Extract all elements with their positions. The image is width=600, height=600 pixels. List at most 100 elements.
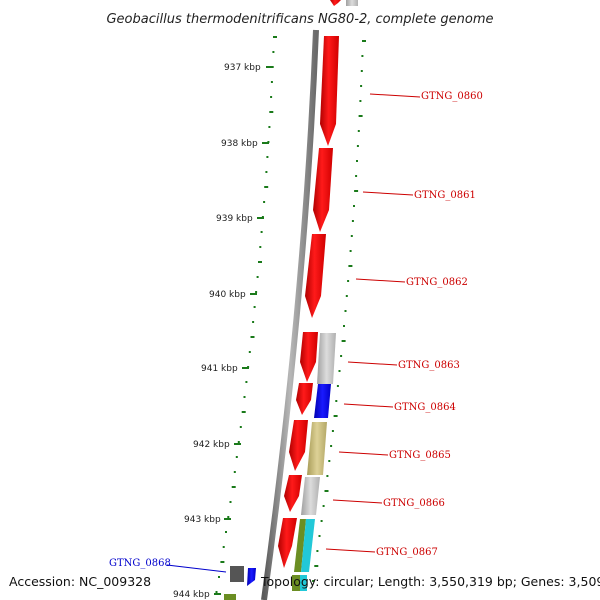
ruler-tick	[253, 306, 256, 308]
gene-label-gtng-0860: GTNG_0860	[421, 91, 483, 102]
ruler-tick	[331, 430, 334, 432]
ruler-tick	[273, 36, 277, 38]
ruler-tick	[356, 160, 358, 162]
gene-label-gtng-0862: GTNG_0862	[406, 277, 468, 288]
ruler-tick	[243, 396, 246, 398]
ruler-tick	[255, 291, 258, 293]
kbp-label: 938 kbp	[221, 139, 258, 149]
ruler-tick	[218, 576, 220, 578]
ruler-tick	[338, 370, 341, 372]
kbp-major-ticks	[214, 66, 273, 595]
ruler-tick	[343, 325, 345, 327]
gene-arrow-gtng-0860	[320, 36, 339, 146]
ruler-tick	[252, 321, 255, 323]
ruler-tick	[268, 126, 271, 128]
gene-arrow-gtng-0864	[296, 383, 313, 415]
ruler-tick	[233, 471, 236, 473]
genome-backbone	[261, 29, 319, 600]
ruler-tick	[270, 96, 273, 98]
ruler-tick	[361, 55, 364, 57]
gene-block-partial	[346, 0, 358, 6]
kbp-label: 943 kbp	[184, 515, 221, 525]
ruler-tick	[215, 591, 218, 593]
ruler-tick	[231, 486, 236, 488]
ruler-tick	[344, 310, 347, 312]
gene-labels: GTNG_0860 GTNG_0861 GTNG_0862 GTNG_0863 …	[109, 91, 483, 569]
ruler-tick	[245, 381, 248, 383]
ruler-tick	[333, 415, 338, 417]
ruler-tick	[322, 505, 325, 507]
kbp-label: 939 kbp	[216, 214, 253, 224]
kbp-label: 944 kbp	[173, 590, 210, 600]
gene-arrow-gtng-0865	[289, 420, 308, 471]
kbp-label: 940 kbp	[209, 290, 246, 300]
label-leader-lines	[166, 93, 421, 573]
gene-label-gtng-0868: GTNG_0868	[109, 558, 171, 569]
ruler-tick	[318, 535, 321, 537]
ruler-tick	[264, 186, 269, 188]
ruler-tick	[260, 231, 263, 233]
ruler-tick	[340, 355, 343, 357]
kbp-label: 941 kbp	[201, 364, 238, 374]
ruler-tick	[225, 531, 227, 533]
ruler-tick	[330, 445, 333, 447]
gene-label-gtng-0866: GTNG_0866	[383, 498, 445, 509]
gene-arrow-gtng-0868	[247, 568, 256, 586]
map-title: Geobacillus thermodenitrificans NG80-2, …	[106, 12, 493, 27]
ruler-tick	[351, 220, 354, 222]
ruler-tick	[345, 295, 348, 297]
ruler-tick	[229, 501, 232, 503]
ruler-tick	[324, 490, 329, 492]
ruler-tick	[341, 340, 346, 342]
gene-block-cyan-bottom	[300, 575, 307, 591]
gene-block-gtng-0867-cyan	[301, 519, 315, 572]
ruler-tick	[356, 145, 359, 147]
ruler-tick	[354, 190, 359, 192]
ruler-tick	[239, 426, 242, 428]
ruler-tick	[349, 250, 352, 252]
gene-features	[224, 0, 358, 600]
ruler-tick	[326, 475, 329, 477]
ruler-tick	[312, 580, 315, 582]
right-ruler	[312, 40, 366, 582]
kbp-label: 942 kbp	[193, 440, 230, 450]
ruler-tick	[328, 460, 331, 462]
gene-block-olive-bottom	[292, 575, 300, 591]
ruler-tick	[248, 351, 251, 353]
gene-arrow-gtng-0863	[300, 332, 318, 382]
ruler-tick	[237, 441, 240, 443]
ruler-tick	[336, 385, 339, 387]
gene-block-gtng-0864	[314, 384, 331, 418]
gene-label-gtng-0867: GTNG_0867	[376, 547, 438, 558]
ruler-tick	[347, 280, 350, 282]
gene-arrow-gtng-0861	[313, 148, 333, 232]
ruler-tick	[316, 550, 319, 552]
gene-arrow-gtng-0867	[278, 518, 297, 568]
ruler-tick	[358, 115, 363, 117]
ruler-tick	[350, 235, 353, 237]
ruler-tick	[348, 265, 353, 267]
gene-label-gtng-0861: GTNG_0861	[414, 190, 476, 201]
ruler-tick	[357, 130, 360, 132]
gene-block-gtng-0867-olive	[294, 519, 306, 572]
kbp-label: 937 kbp	[224, 63, 261, 73]
ruler-tick	[359, 100, 362, 102]
ruler-tick	[266, 156, 269, 158]
ruler-tick	[259, 246, 262, 248]
feature-band	[262, 30, 366, 600]
gene-block-gtng-0866	[301, 477, 320, 515]
ruler-tick	[222, 546, 225, 548]
ruler-tick	[314, 565, 319, 567]
ruler-tick	[272, 51, 275, 53]
ruler-tick	[335, 400, 338, 402]
gene-arrow-partial	[330, 0, 341, 6]
ruler-tick	[256, 276, 259, 278]
left-ruler	[215, 36, 277, 593]
ruler-tick	[270, 81, 273, 83]
gene-label-gtng-0864: GTNG_0864	[394, 402, 456, 413]
ruler-tick	[220, 561, 225, 563]
gene-block-dark-gray	[230, 566, 244, 582]
ruler-tick	[353, 205, 355, 207]
ruler-tick	[241, 411, 246, 413]
